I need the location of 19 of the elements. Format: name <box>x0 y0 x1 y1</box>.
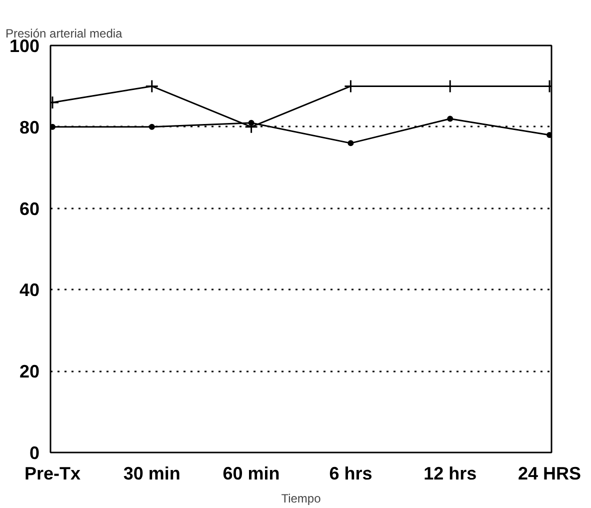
x-tick-label: 24 HRS <box>518 464 582 484</box>
x-tick-label: 60 min <box>222 464 280 484</box>
y-tick-label: 60 <box>19 198 40 219</box>
x-tick-label: 12 hrs <box>424 464 477 484</box>
point <box>145 79 159 93</box>
point <box>50 124 56 130</box>
y-tick-label: 80 <box>19 117 40 138</box>
y-tick-label: 40 <box>19 280 40 300</box>
point <box>248 120 254 126</box>
point <box>148 124 155 130</box>
x-tick-label: 30 min <box>123 464 180 484</box>
y-tick-label: 20 <box>19 362 40 382</box>
y-tick-label: 0 <box>29 443 40 463</box>
point <box>546 132 552 138</box>
point <box>447 116 454 122</box>
point <box>348 140 354 146</box>
x-axis-title: Tiempo <box>281 492 322 506</box>
x-tick-label: Pre-Tx <box>24 464 81 484</box>
x-tick-label: 6 hrs <box>329 464 372 484</box>
